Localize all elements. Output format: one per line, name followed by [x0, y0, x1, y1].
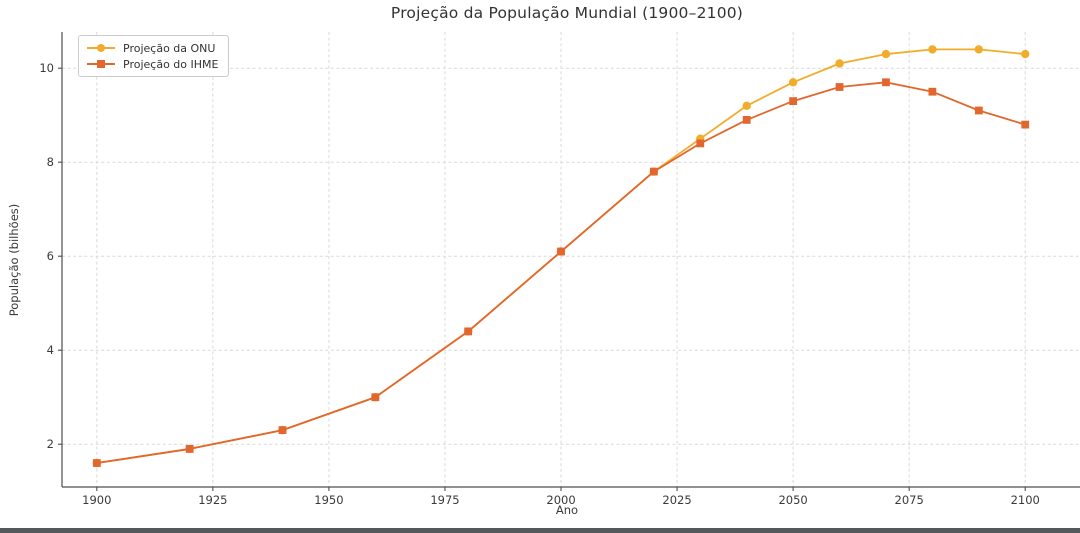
x-tick-label: 1950	[314, 493, 343, 507]
data-point-onu	[881, 49, 891, 59]
data-point-onu	[788, 78, 798, 87]
x-tick-label: 1900	[82, 493, 111, 507]
data-point-ihme	[974, 106, 983, 115]
data-point-onu	[928, 45, 937, 54]
data-point-ihme	[464, 327, 473, 336]
data-point-ihme	[371, 393, 380, 402]
line-square-marker-icon	[87, 59, 115, 69]
data-point-ihme	[789, 97, 798, 105]
data-point-ihme	[185, 445, 194, 453]
data-point-onu	[835, 59, 844, 68]
data-point-ihme	[92, 459, 101, 467]
x-tick-label: 1925	[198, 493, 227, 507]
legend: Projeção da ONU Projeção do IHME	[78, 35, 230, 77]
window-bottom-edge-bar	[0, 528, 1080, 533]
legend-item-onu: Projeção da ONU	[87, 40, 218, 56]
data-point-onu	[1021, 49, 1030, 59]
legend-label-ihme: Projeção do IHME	[123, 57, 219, 71]
data-point-onu	[974, 45, 984, 54]
data-point-ihme	[928, 87, 937, 96]
x-tick-label: 2025	[662, 493, 691, 507]
data-point-ihme	[649, 167, 658, 176]
x-tick-label: 2050	[778, 493, 807, 507]
y-tick-label: 2	[47, 437, 54, 451]
data-point-ihme	[742, 115, 751, 124]
y-tick-label: 6	[47, 249, 54, 263]
data-point-onu	[742, 101, 751, 110]
legend-label-onu: Projeção da ONU	[123, 41, 216, 55]
x-tick-label: 1975	[430, 493, 459, 507]
data-point-ihme	[557, 247, 565, 256]
chart-title: Projeção da População Mundial (1900–2100…	[390, 4, 744, 22]
data-point-ihme	[882, 78, 890, 87]
x-axis-label: Ano	[555, 503, 579, 517]
legend-item-ihme: Projeção do IHME	[87, 56, 218, 72]
y-tick-label: 10	[39, 61, 54, 75]
y-tick-label: 4	[47, 343, 54, 357]
x-tick-label: 2100	[1011, 493, 1040, 507]
data-point-ihme	[696, 139, 705, 148]
line-circle-marker-icon	[87, 43, 115, 53]
x-tick-label: 2075	[895, 493, 924, 507]
data-point-ihme	[1021, 120, 1030, 129]
data-point-ihme	[278, 426, 287, 435]
x-tick-label: 2000	[546, 493, 575, 507]
y-tick-label: 8	[47, 155, 54, 169]
data-point-ihme	[835, 83, 844, 91]
